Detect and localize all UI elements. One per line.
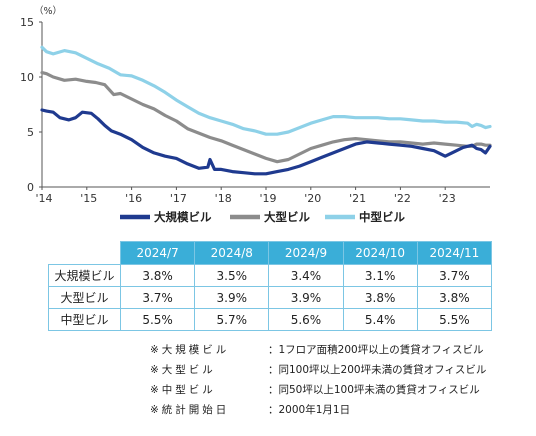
table-cell: 5.6%	[268, 308, 344, 331]
table-cell: 3.8%	[119, 264, 196, 287]
table-cell: 5.5%	[119, 308, 196, 331]
series-lines	[40, 45, 492, 176]
x-tick-label: '20	[304, 192, 321, 205]
table-cell: 3.5%	[194, 264, 270, 287]
legend-label: 大型ビル	[264, 210, 310, 224]
footnote-text: ：1フロア面積200坪以上の賃貸オフィスビル	[268, 344, 484, 356]
footnote: ※大規模ビル ：1フロア面積200坪以上の賃貸オフィスビル	[150, 340, 530, 360]
table-cell: 3.7%	[416, 264, 493, 287]
x-tick-label: '17	[170, 192, 187, 205]
table-corner-cell	[48, 241, 121, 265]
y-tick-label: 0	[27, 181, 34, 194]
footnote: ※大型ビル ：同100坪以上200坪未満の賃貸オフィスビル	[150, 360, 530, 380]
table-cell: 3.8%	[416, 286, 493, 309]
y-tick-label: 10	[20, 71, 34, 84]
row-label: 大型ビル	[48, 286, 121, 309]
series-line-1	[40, 70, 492, 164]
table-row: 中型ビル 5.5% 5.7% 5.6% 5.4% 5.5%	[48, 308, 493, 331]
series-line-2	[40, 45, 492, 136]
table-header-cell: 2024/9	[268, 241, 344, 265]
x-tick-label: '19	[259, 192, 276, 205]
y-tick-label: 15	[20, 16, 34, 29]
table-cell: 5.5%	[416, 308, 493, 331]
table-header-cell: 2024/11	[416, 241, 493, 265]
row-label: 大規模ビル	[48, 264, 121, 287]
table-cell: 3.8%	[342, 286, 418, 309]
y-tick-label: 5	[27, 126, 34, 139]
x-tick-label: '15	[80, 192, 97, 205]
footnote-text: ：2000年1月1日	[268, 404, 351, 416]
footnote-text: ：同50坪以上100坪未満の賃貸オフィスビル	[268, 384, 480, 396]
x-tick-label: '22	[394, 192, 411, 205]
axes	[41, 22, 490, 188]
series-line-0	[40, 108, 492, 176]
footnote: ※中型ビル ：同50坪以上100坪未満の賃貸オフィスビル	[150, 380, 530, 400]
rate-table-container: 2024/7 2024/8 2024/9 2024/10 2024/11 大規模…	[48, 241, 493, 331]
x-tick-label: '23	[439, 192, 456, 205]
footnote-label: ※統計開始日	[150, 404, 230, 416]
x-tick-label: '14	[35, 192, 52, 205]
table-cell: 3.1%	[342, 264, 418, 287]
recent-rates-table: 2024/7 2024/8 2024/9 2024/10 2024/11 大規模…	[48, 241, 493, 331]
footnote-label: ※大型ビル	[150, 364, 216, 376]
table-row: 大規模ビル 3.8% 3.5% 3.4% 3.1% 3.7%	[48, 264, 493, 287]
table-header-row: 2024/7 2024/8 2024/9 2024/10 2024/11	[48, 241, 493, 265]
footnote-label: ※中型ビル	[150, 384, 216, 396]
row-label: 中型ビル	[48, 308, 121, 331]
table-row: 大型ビル 3.7% 3.9% 3.9% 3.8% 3.8%	[48, 286, 493, 309]
x-tick-label: '18	[215, 192, 232, 205]
table-cell: 5.7%	[194, 308, 270, 331]
table-cell: 3.7%	[119, 286, 196, 309]
footnote-text: ：同100坪以上200坪未満の賃貸オフィスビル	[268, 364, 487, 376]
table-cell: 5.4%	[342, 308, 418, 331]
table-header-cell: 2024/10	[342, 241, 418, 265]
legend: 大規模ビル 大型ビル 中型ビル	[120, 210, 405, 224]
legend-label: 中型ビル	[359, 210, 405, 224]
x-tick-labels: '14 '15 '16 '17 '18 '19 '20 '21 '22 '23	[35, 187, 456, 205]
x-tick-label: '21	[349, 192, 366, 205]
legend-label: 大規模ビル	[154, 210, 212, 224]
y-unit-label: （%）	[34, 5, 62, 17]
footnote-label: ※大規模ビル	[150, 344, 230, 356]
footnotes: ※大規模ビル ：1フロア面積200坪以上の賃貸オフィスビル ※大型ビル ：同100坪…	[150, 340, 530, 420]
table-header-cell: 2024/7	[119, 241, 196, 265]
table-cell: 3.9%	[268, 286, 344, 309]
y-tick-labels: 0 5 10 15	[20, 16, 42, 194]
x-tick-label: '16	[125, 192, 142, 205]
table-header-cell: 2024/8	[194, 241, 270, 265]
footnote: ※統計開始日 ：2000年1月1日	[150, 400, 530, 420]
table-cell: 3.9%	[194, 286, 270, 309]
vacancy-rate-chart: （%） 0 5 10 15 '14 '15 '16 '17 '18 '19 '20 '21 '22 '2…	[20, 5, 492, 224]
table-cell: 3.4%	[268, 264, 344, 287]
